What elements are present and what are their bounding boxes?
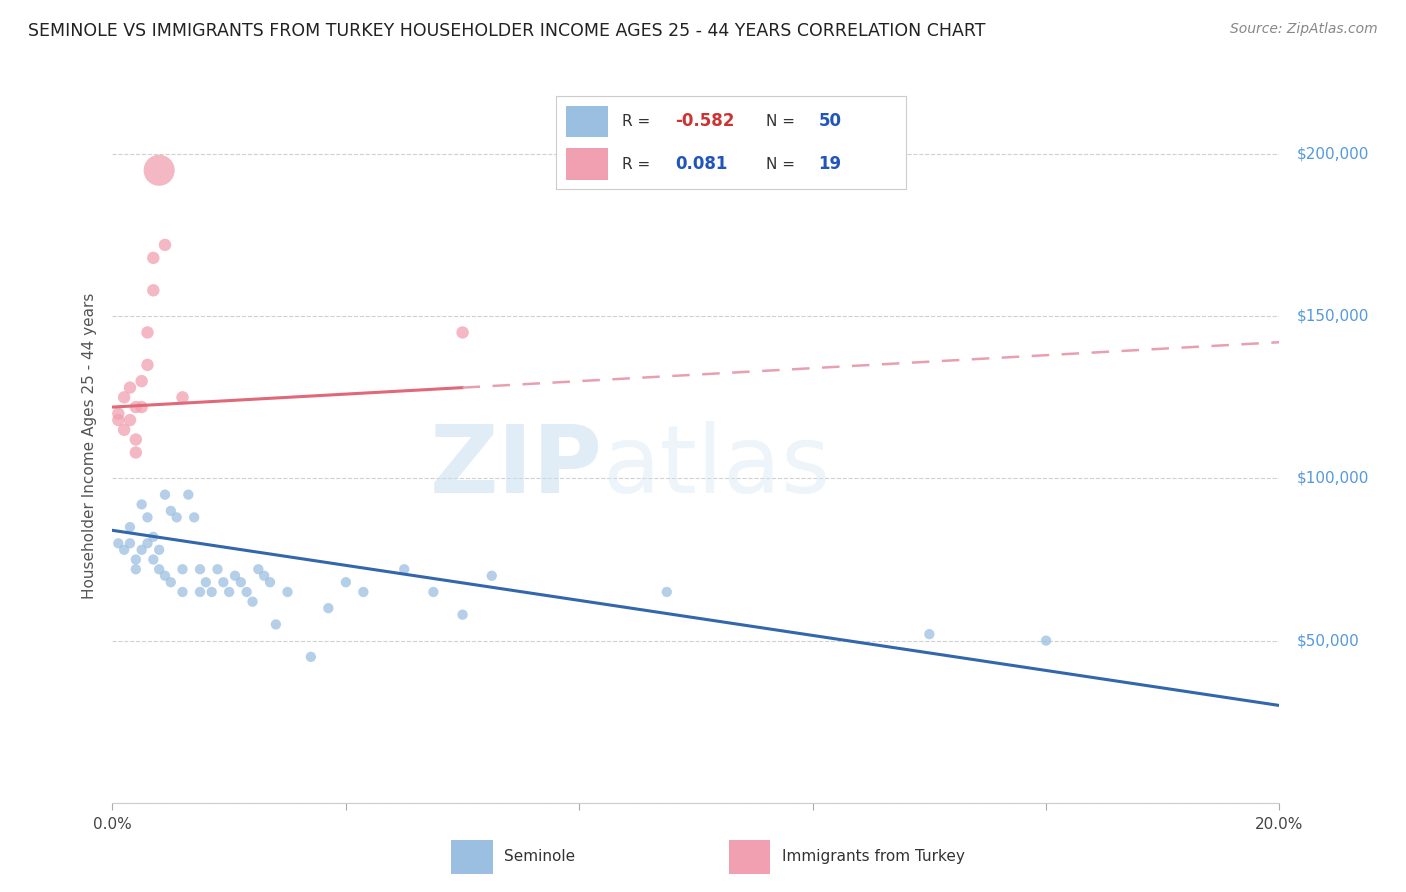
Text: Source: ZipAtlas.com: Source: ZipAtlas.com — [1230, 22, 1378, 37]
Point — [125, 445, 148, 459]
Point — [207, 562, 229, 576]
Point — [125, 552, 148, 566]
Point — [118, 520, 141, 534]
Point — [194, 575, 217, 590]
Point — [318, 601, 340, 615]
Point — [422, 585, 444, 599]
Y-axis label: Householder Income Ages 25 - 44 years: Householder Income Ages 25 - 44 years — [82, 293, 97, 599]
Text: ZIP: ZIP — [430, 421, 603, 514]
Point — [224, 568, 246, 582]
Point — [451, 326, 474, 340]
Point — [335, 575, 357, 590]
Point — [118, 536, 141, 550]
Point — [153, 238, 176, 252]
Point — [160, 575, 183, 590]
Point — [112, 390, 135, 404]
Point — [201, 585, 224, 599]
Point — [276, 585, 298, 599]
Point — [229, 575, 252, 590]
Point — [153, 568, 176, 582]
Point — [112, 542, 135, 557]
Text: $50,000: $50,000 — [1296, 633, 1360, 648]
Point — [172, 562, 194, 576]
Point — [166, 510, 188, 524]
Point — [188, 562, 211, 576]
Point — [131, 542, 153, 557]
Point — [235, 585, 257, 599]
Point — [136, 510, 159, 524]
Point — [212, 575, 235, 590]
Point — [183, 510, 205, 524]
Point — [918, 627, 941, 641]
Point — [188, 585, 211, 599]
Point — [253, 568, 276, 582]
Point — [299, 649, 322, 664]
Point — [142, 552, 165, 566]
Text: SEMINOLE VS IMMIGRANTS FROM TURKEY HOUSEHOLDER INCOME AGES 25 - 44 YEARS CORRELA: SEMINOLE VS IMMIGRANTS FROM TURKEY HOUSE… — [28, 22, 986, 40]
Point — [148, 562, 170, 576]
Point — [1035, 633, 1057, 648]
Point — [172, 585, 194, 599]
Point — [112, 423, 135, 437]
Point — [655, 585, 678, 599]
Point — [352, 585, 374, 599]
Point — [107, 407, 129, 421]
Point — [177, 488, 200, 502]
Point — [242, 595, 264, 609]
Point — [131, 497, 153, 511]
Point — [107, 536, 129, 550]
Point — [247, 562, 270, 576]
Point — [142, 530, 165, 544]
Point — [481, 568, 503, 582]
Point — [142, 283, 165, 297]
FancyBboxPatch shape — [728, 839, 770, 874]
Point — [148, 542, 170, 557]
Point — [118, 413, 141, 427]
Text: atlas: atlas — [603, 421, 831, 514]
Point — [451, 607, 474, 622]
Point — [136, 358, 159, 372]
Point — [142, 251, 165, 265]
Point — [125, 400, 148, 414]
Point — [131, 400, 153, 414]
Text: $100,000: $100,000 — [1296, 471, 1369, 486]
Point — [131, 374, 153, 388]
Point — [107, 413, 129, 427]
Point — [136, 536, 159, 550]
Text: Immigrants from Turkey: Immigrants from Turkey — [782, 849, 965, 864]
FancyBboxPatch shape — [451, 839, 492, 874]
Text: $200,000: $200,000 — [1296, 146, 1369, 161]
Point — [153, 488, 176, 502]
Text: $150,000: $150,000 — [1296, 309, 1369, 324]
Point — [172, 390, 194, 404]
Point — [264, 617, 287, 632]
Point — [218, 585, 240, 599]
Point — [392, 562, 416, 576]
Point — [259, 575, 281, 590]
Point — [118, 381, 141, 395]
Point — [136, 326, 159, 340]
Text: Seminole: Seminole — [505, 849, 575, 864]
Point — [148, 163, 170, 178]
Point — [125, 562, 148, 576]
Point — [160, 504, 183, 518]
Point — [125, 433, 148, 447]
